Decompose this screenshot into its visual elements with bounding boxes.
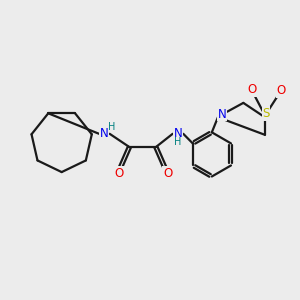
Text: N: N [218, 108, 226, 121]
Text: O: O [248, 83, 257, 96]
Text: O: O [276, 84, 285, 97]
Text: H: H [174, 137, 181, 147]
Text: N: N [174, 127, 182, 140]
Text: N: N [100, 127, 109, 140]
Text: S: S [262, 107, 270, 120]
Text: H: H [108, 122, 116, 132]
Text: O: O [163, 167, 172, 180]
Text: O: O [115, 167, 124, 180]
